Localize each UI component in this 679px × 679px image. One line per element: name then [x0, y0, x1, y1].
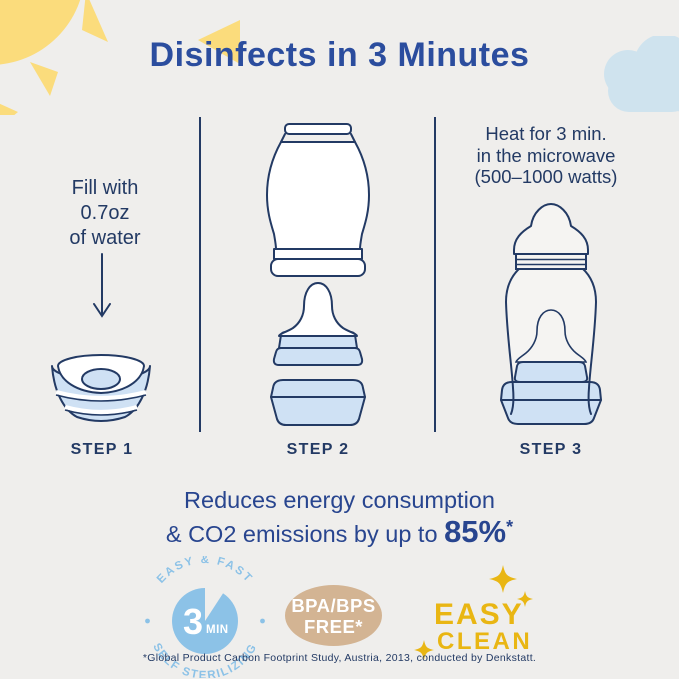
badge-dot-left: [145, 618, 150, 624]
easy-clean-line2: CLEAN: [437, 628, 533, 655]
highlight-percentage: 85%: [444, 513, 507, 549]
bpa-badge-line2: FREE*: [303, 615, 364, 637]
footnote: *Global Product Carbon Footprint Study, …: [142, 652, 537, 664]
bpa-free-badge: BPA/BPS FREE*: [285, 585, 382, 646]
step1-instruction-line: Fill with: [71, 177, 139, 199]
step2-label: STEP 2: [286, 441, 350, 458]
step1-instruction-line: 0.7oz: [80, 202, 130, 224]
step3-instruction-line: Heat for 3 min.: [485, 123, 607, 144]
energy-claim: Reduces energy consumption & CO2 emissio…: [0, 487, 679, 548]
step3-instruction: Heat for 3 min. in the microwave (500–10…: [446, 123, 646, 188]
step1-instruction-line: of water: [69, 227, 141, 249]
step3-instruction-line: (500–1000 watts): [474, 166, 618, 187]
column-divider-left: [199, 117, 201, 432]
badge-number: 3: [183, 601, 203, 642]
easy-clean-badge: EASY CLEAN: [408, 556, 566, 668]
energy-claim-line1: Reduces energy consumption: [184, 487, 495, 513]
disassembled-bottle-icon: [266, 123, 370, 426]
sterilizer-bowl-icon: [51, 354, 151, 422]
easy-clean-line1: EASY: [434, 598, 524, 631]
sparkles-icon: [414, 565, 533, 660]
self-sterilizing-badge: 3 MIN EASY & FAST SELF STERILIZING: [145, 556, 265, 678]
step3-instruction-line: in the microwave: [476, 144, 616, 166]
step1-label: STEP 1: [70, 441, 134, 458]
timer-wedge-icon: [205, 584, 226, 621]
badge-unit: MIN: [206, 624, 229, 636]
badge-arc-top: EASY & FAST: [155, 556, 253, 586]
bpa-badge-line1: BPA/BPS: [291, 594, 376, 616]
sun-icon: [0, 0, 240, 115]
down-arrow-icon: [93, 253, 111, 318]
column-divider-right: [434, 117, 436, 432]
svg-text:EASY & FAST: EASY & FAST: [155, 556, 255, 586]
step1-instruction: Fill with 0.7oz of water: [30, 176, 180, 251]
badge-dot-right: [260, 618, 265, 624]
page-title: Disinfects in 3 Minutes: [149, 36, 530, 74]
cloud-icon: [604, 36, 679, 112]
energy-claim-line2: & CO2 emissions by up to 85%*: [165, 513, 514, 549]
step3-label: STEP 3: [519, 441, 583, 458]
asterisk: *: [506, 517, 514, 537]
assembled-bottle-icon: [500, 203, 602, 425]
